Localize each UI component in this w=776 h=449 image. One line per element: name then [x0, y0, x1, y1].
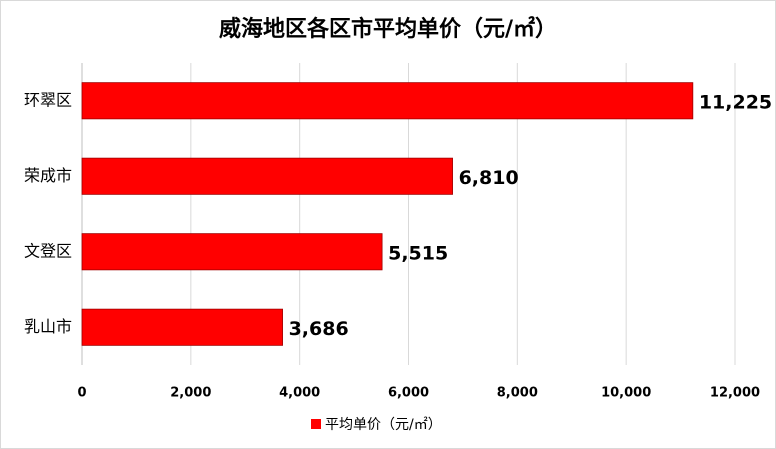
x-tick-label: 12,000 [710, 386, 760, 401]
y-tick-label: 荣成市 [24, 166, 72, 185]
value-label: 11,225 [699, 91, 772, 113]
bar [81, 308, 283, 346]
x-tick-label: 4,000 [279, 386, 320, 401]
value-label: 5,515 [388, 242, 448, 264]
x-tick-label: 6,000 [388, 386, 429, 401]
value-label: 6,810 [459, 167, 519, 189]
x-tick-label: 8,000 [497, 386, 538, 401]
legend-swatch [311, 419, 321, 429]
chart-title: 威海地区各区市平均单价（元/㎡） [219, 16, 557, 42]
y-tick-label: 环翠区 [24, 90, 72, 109]
value-label: 3,686 [289, 318, 349, 340]
x-tick-label: 2,000 [170, 386, 211, 401]
x-tick-label: 10,000 [601, 386, 651, 401]
x-tick-label: 0 [77, 386, 86, 401]
bar [81, 82, 694, 120]
y-tick-label: 乳山市 [24, 317, 72, 336]
legend-label: 平均单价（元/㎡） [325, 417, 442, 433]
bar [81, 233, 383, 271]
bar [81, 157, 453, 195]
y-tick-label: 文登区 [24, 241, 72, 260]
